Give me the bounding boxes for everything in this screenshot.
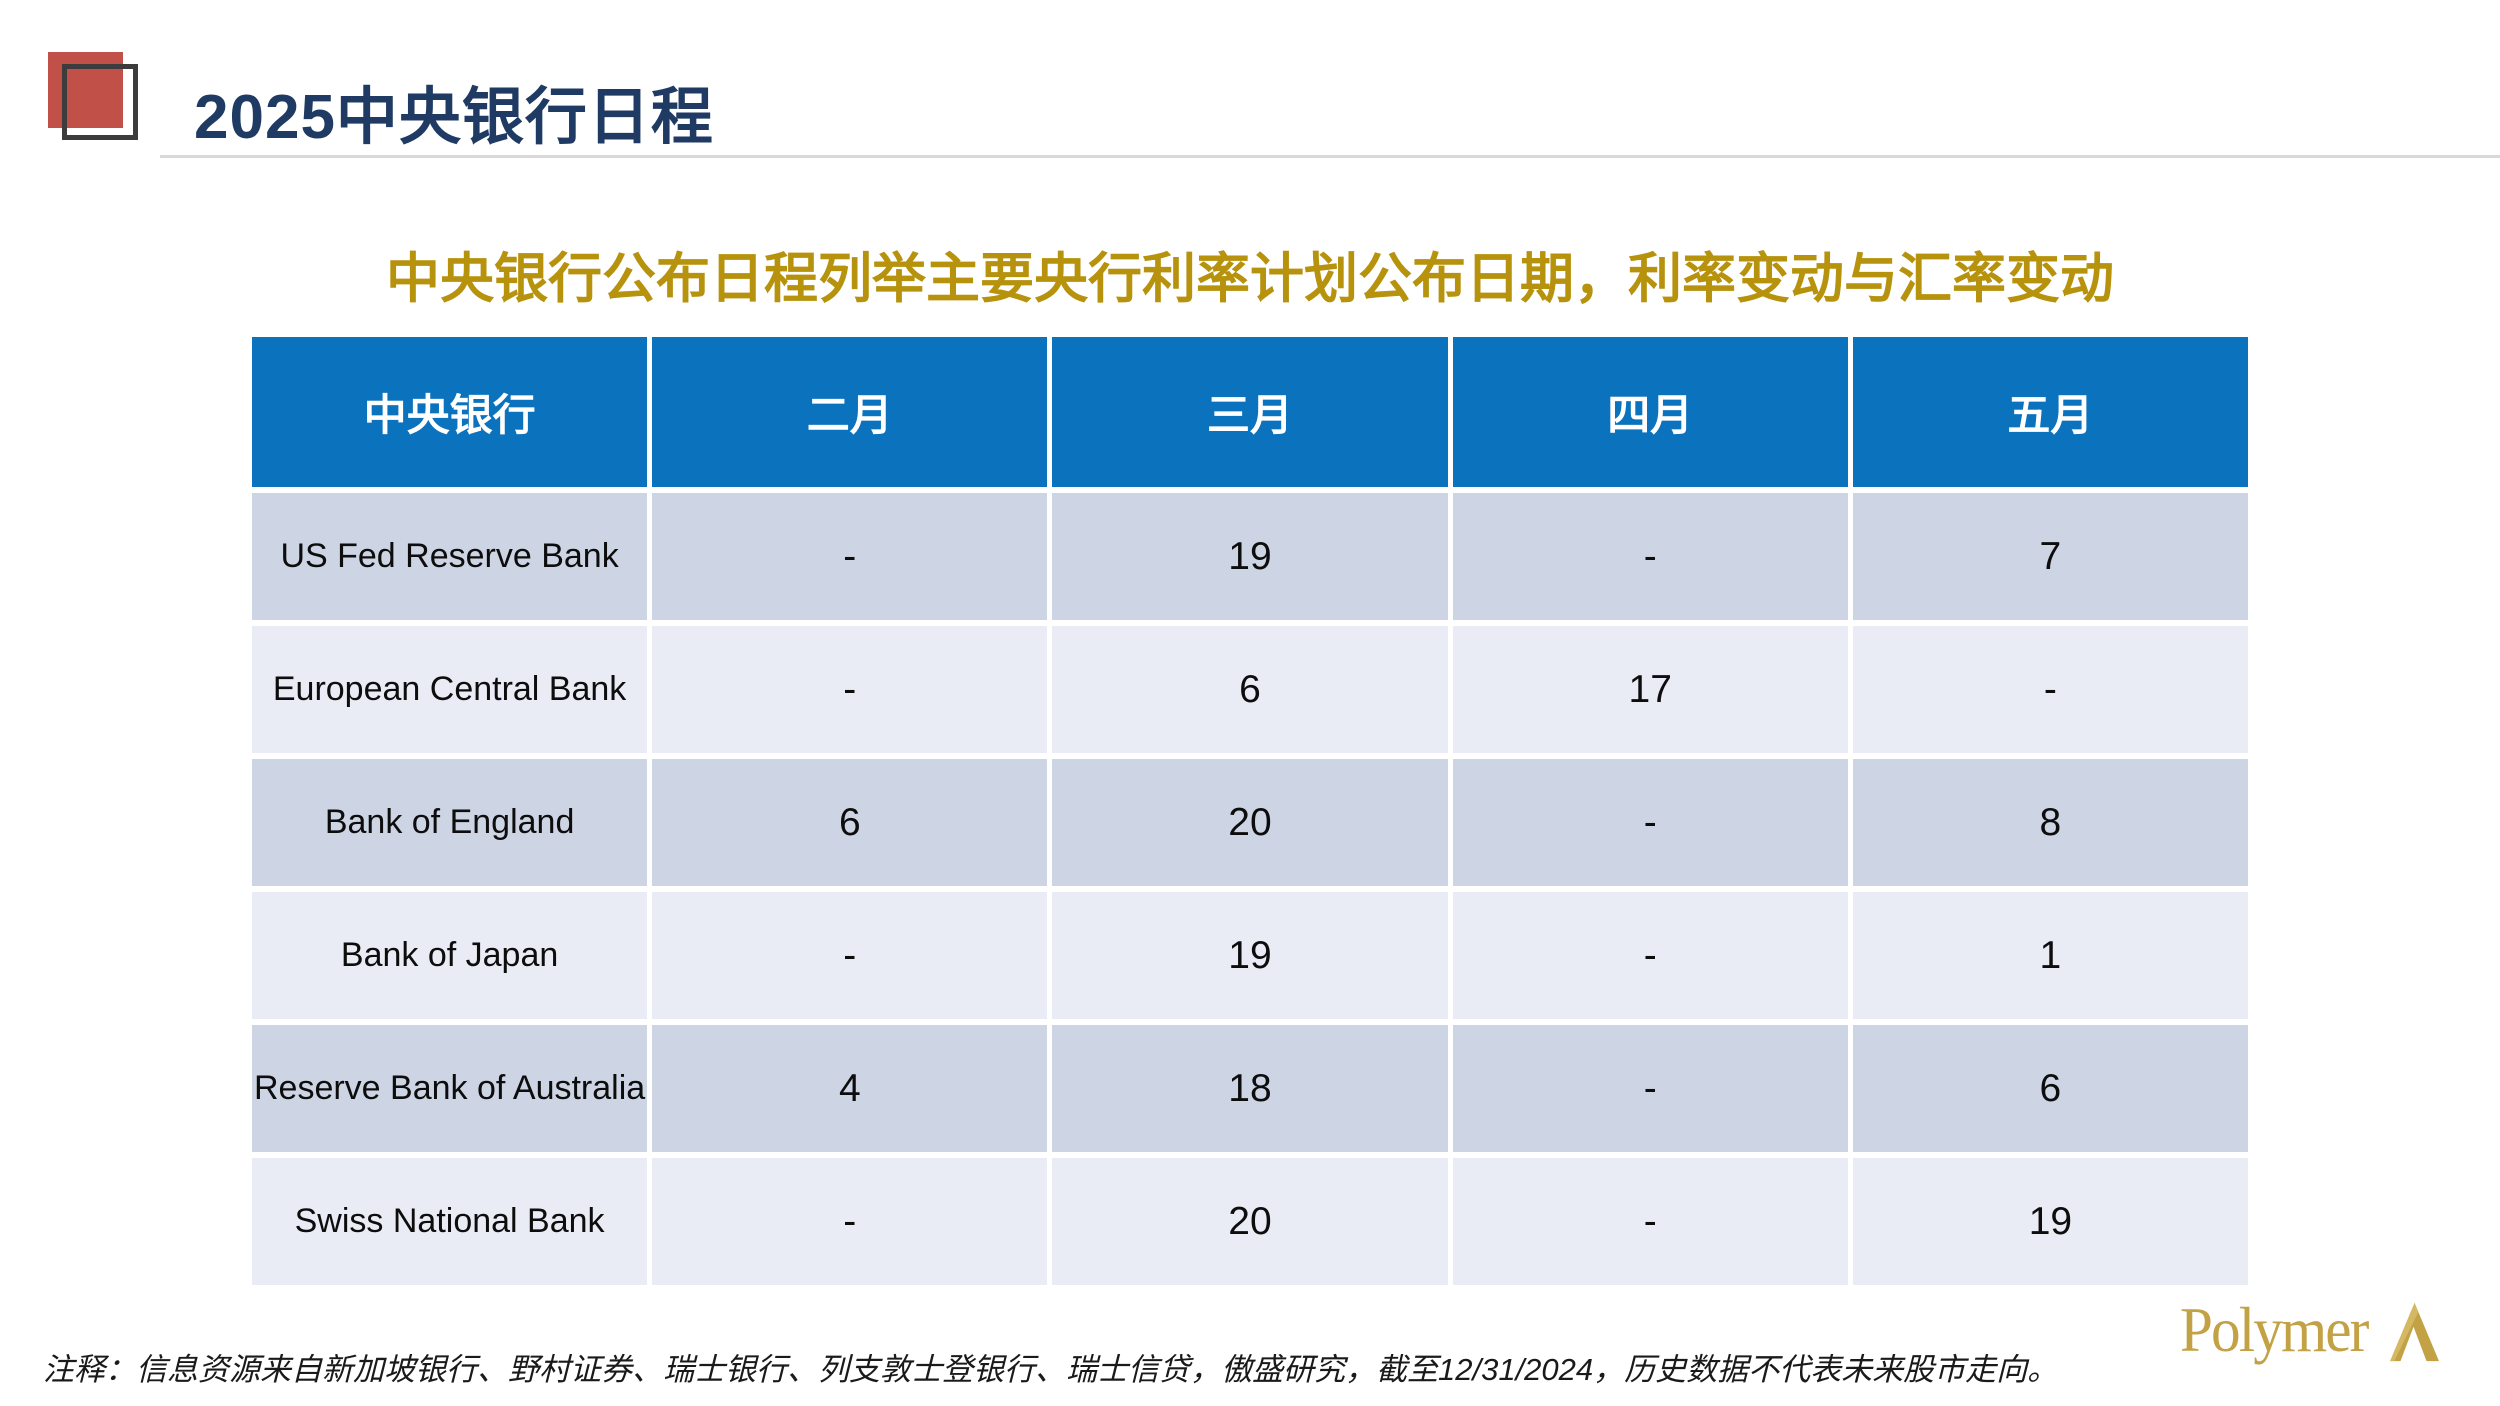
table-cell: - (652, 493, 1048, 620)
table-cell-bank: Bank of England (252, 759, 648, 886)
table-cell: 6 (1852, 1025, 2248, 1152)
table-cell: - (1452, 892, 1848, 1019)
table-cell: 20 (1052, 1158, 1448, 1285)
table-cell-bank: Swiss National Bank (252, 1158, 648, 1285)
table-cell: 19 (1852, 1158, 2248, 1285)
table-cell: 20 (1052, 759, 1448, 886)
table-cell: 19 (1052, 892, 1448, 1019)
slide-subtitle: 中央银行公布日程列举主要央行利率计划公布日期，利率变动与汇率变动 (386, 249, 2114, 309)
table-cell: - (652, 892, 1048, 1019)
table-cell: 18 (1052, 1025, 1448, 1152)
table-cell: - (1452, 1158, 1848, 1285)
table-cell: 1 (1852, 892, 2248, 1019)
table-header-cell-may: 五月 (1852, 337, 2248, 487)
table-header-cell-feb: 二月 (652, 337, 1048, 487)
title-divider (160, 155, 2500, 158)
table-header-cell-apr: 四月 (1452, 337, 1848, 487)
table-header-cell-mar: 三月 (1052, 337, 1448, 487)
table-cell: 6 (652, 759, 1048, 886)
table-cell: 19 (1052, 493, 1448, 620)
footnote: 注释：信息资源来自新加坡银行、野村证券、瑞士银行、列支敦士登银行、瑞士信贷，傲盛… (43, 1352, 2059, 1387)
table-cell: - (652, 626, 1048, 753)
table-cell-bank: Reserve Bank of Australia (252, 1025, 648, 1152)
table-cell: - (1452, 1025, 1848, 1152)
table-cell: 8 (1852, 759, 2248, 886)
table-cell: - (1452, 493, 1848, 620)
table-cell: 4 (652, 1025, 1048, 1152)
polymer-logo: Polymer (2180, 1295, 2439, 1365)
table-cell: 7 (1852, 493, 2248, 620)
table-cell: - (652, 1158, 1048, 1285)
schedule-table: 中央银行 二月 三月 四月 五月 US Fed Reserve Bank - 1… (252, 337, 2248, 1285)
table-header-cell-bank: 中央银行 (252, 337, 648, 487)
table-cell-bank: Bank of Japan (252, 892, 648, 1019)
table-cell-bank: US Fed Reserve Bank (252, 493, 648, 620)
page-title: 2025中央银行日程 (194, 83, 714, 152)
polymer-wordmark: Polymer (2180, 1295, 2369, 1365)
brand-mark-outline-square-icon (62, 64, 138, 140)
table-cell: 6 (1052, 626, 1448, 753)
table-cell: 17 (1452, 626, 1848, 753)
table-cell-bank: European Central Bank (252, 626, 648, 753)
table-cell: - (1452, 759, 1848, 886)
polymer-lambda-triangle-icon (2389, 1302, 2439, 1361)
table-cell: - (1852, 626, 2248, 753)
